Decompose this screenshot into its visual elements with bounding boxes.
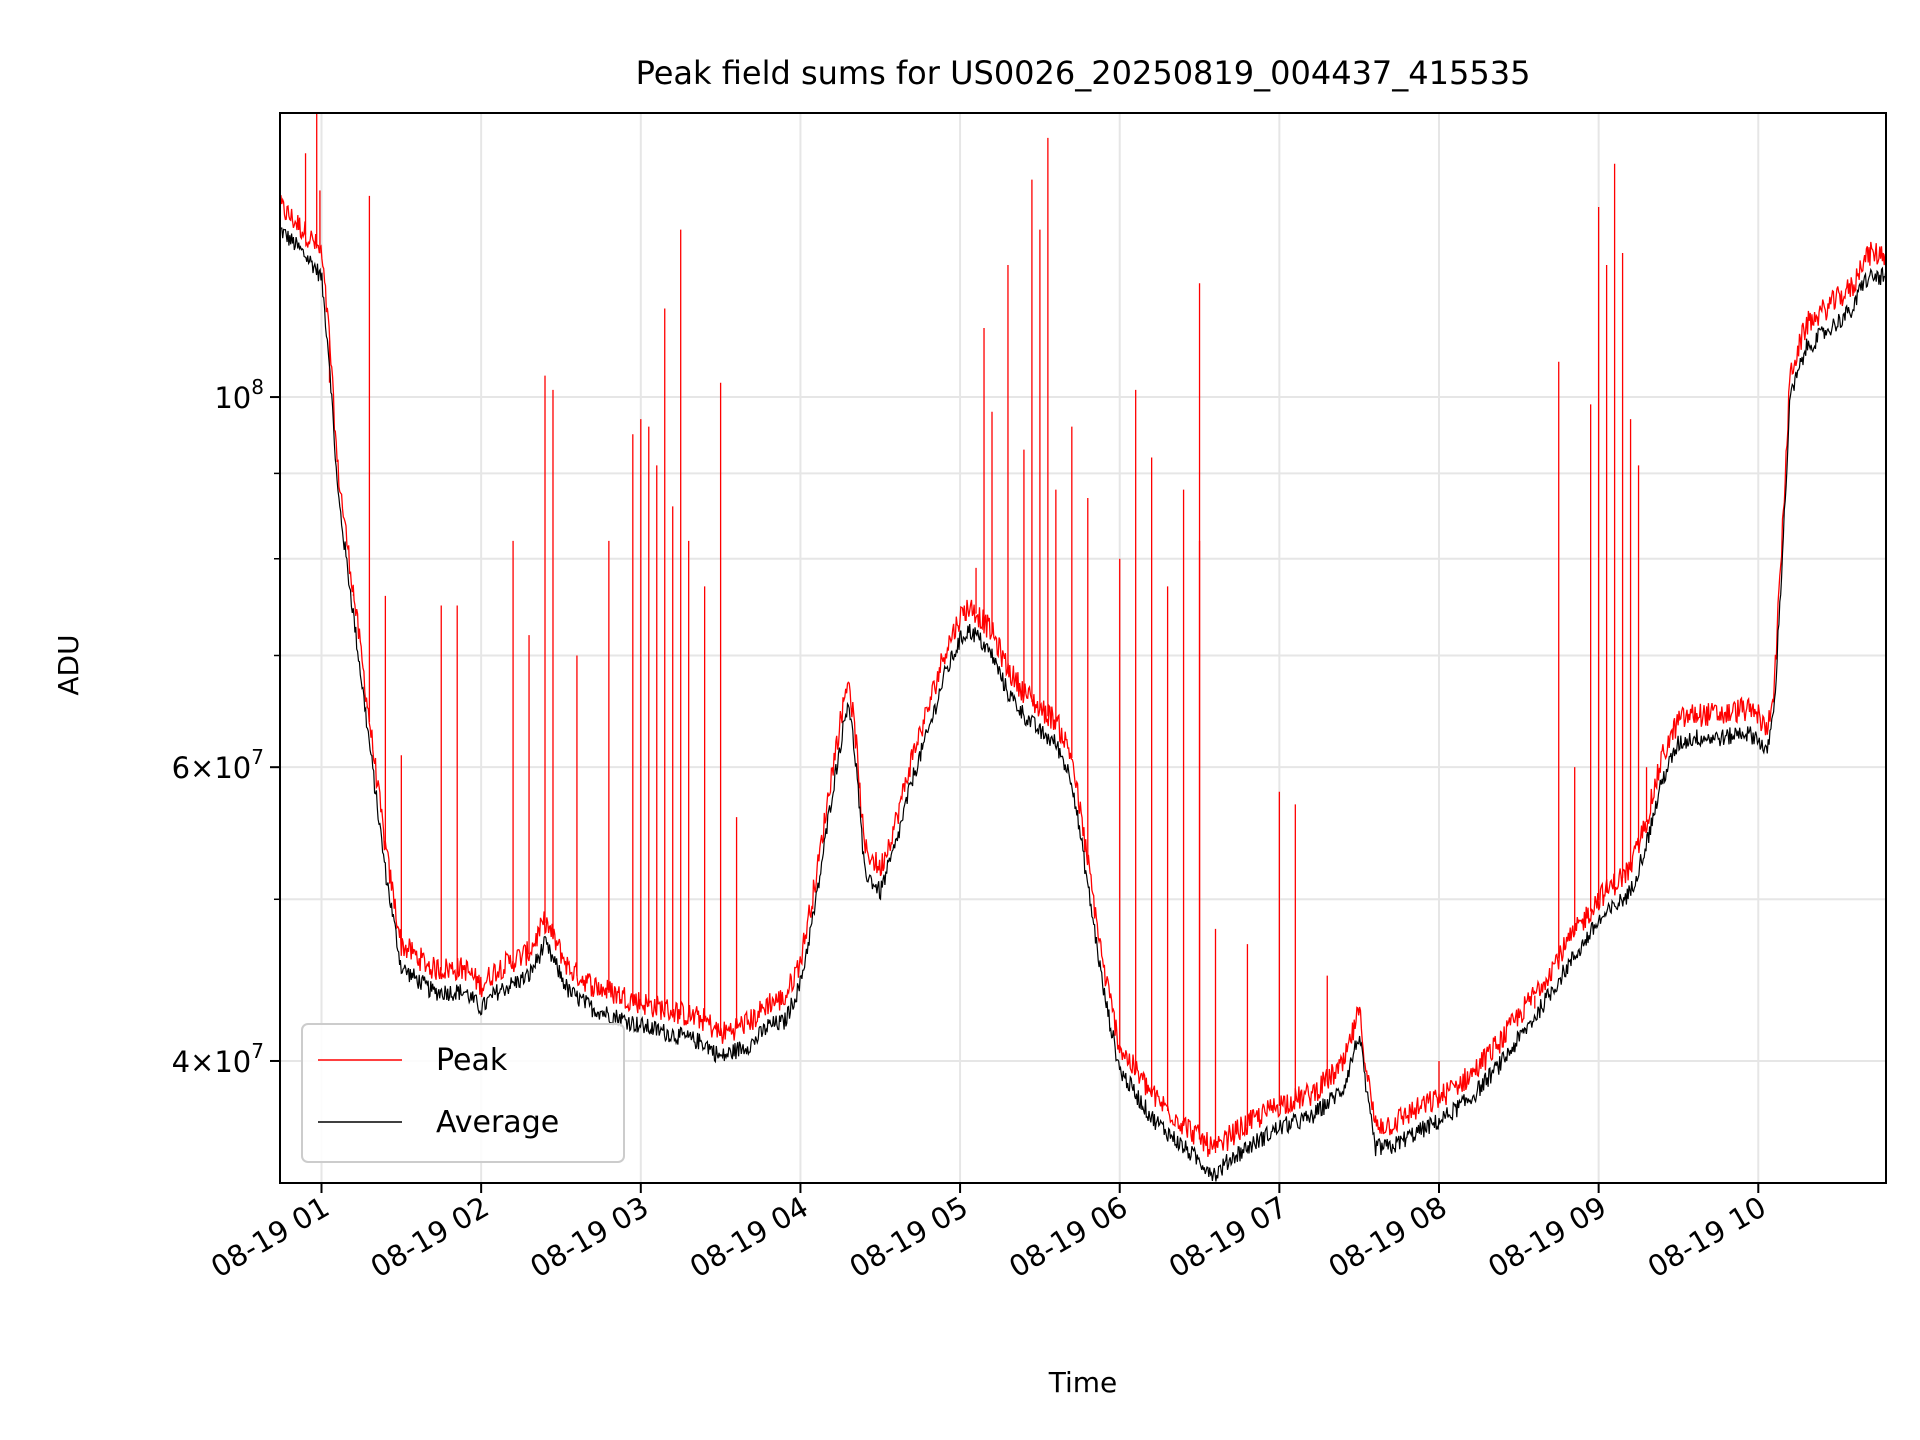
y-tick-label: 6×107 — [172, 745, 264, 785]
peak-series-line — [280, 195, 1886, 1157]
y-axis-label: ADU — [52, 634, 85, 695]
chart-title: Peak field sums for US0026_20250819_0044… — [636, 54, 1531, 92]
legend: Peak Average — [301, 1023, 625, 1163]
y-tick-label: 4×107 — [172, 1039, 264, 1079]
peak-spikes — [304, 113, 1648, 1154]
y-axis-ticks: 4×107 6×107 108 — [172, 375, 280, 1079]
legend-average-label: Average — [436, 1105, 559, 1140]
legend-box — [301, 1023, 625, 1163]
average-series-line — [280, 226, 1886, 1182]
plot-frame — [279, 112, 1887, 1184]
x-axis-label: Time — [1048, 1366, 1118, 1399]
plot-area — [280, 113, 1886, 1182]
y-tick-label: 108 — [214, 375, 264, 415]
legend-peak-label: Peak — [436, 1043, 508, 1078]
